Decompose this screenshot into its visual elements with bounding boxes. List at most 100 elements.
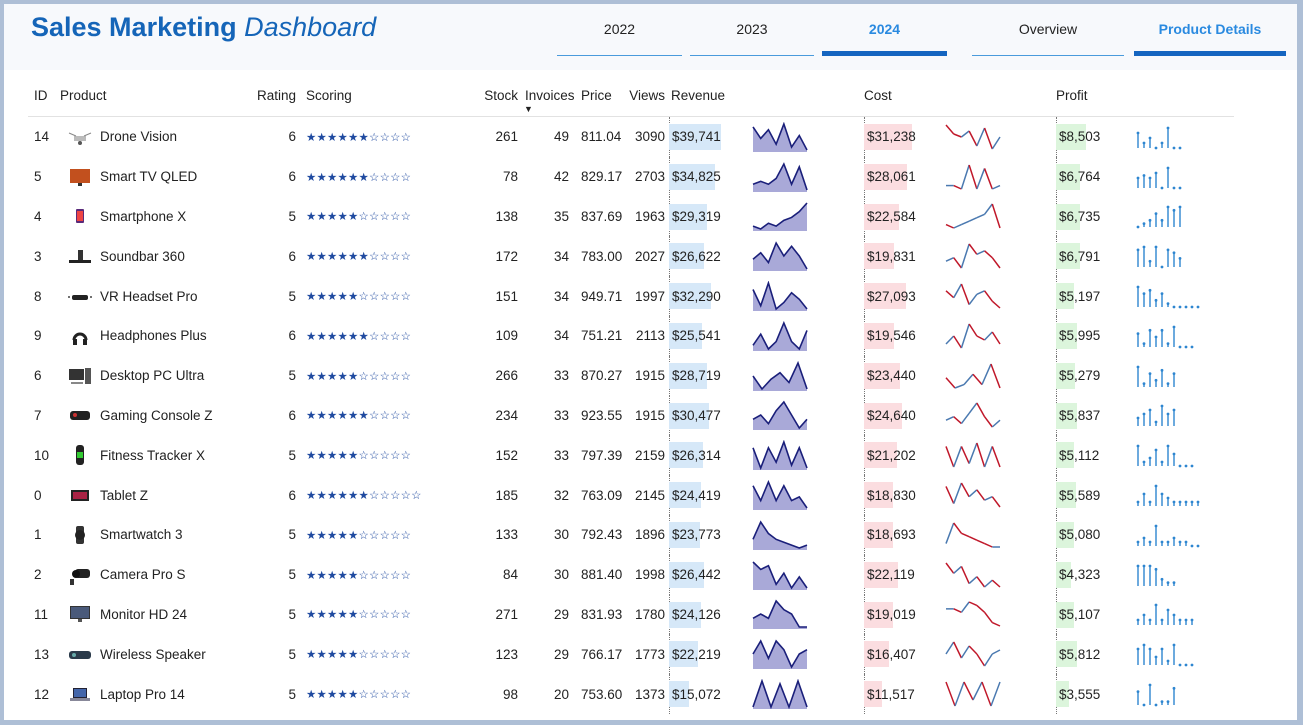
star-rating-icon: ★★★★★☆☆☆☆☆ bbox=[306, 689, 412, 702]
profit-dot bbox=[1154, 448, 1158, 452]
cell-views: 1915 bbox=[634, 368, 665, 384]
column-header-views[interactable]: Views bbox=[623, 74, 669, 117]
column-header-invoices[interactable]: Invoices ▼ bbox=[522, 74, 577, 117]
revenue-area bbox=[753, 402, 807, 431]
cost-segment bbox=[960, 602, 970, 614]
profit-dot bbox=[1166, 580, 1170, 584]
cost-segment bbox=[953, 257, 963, 269]
table-row[interactable]: 2 Camera Pro S 5 ★★★★★☆☆☆☆☆ 84 30 881.40… bbox=[28, 554, 1234, 595]
profit-dot bbox=[1136, 417, 1140, 420]
column-header-product[interactable]: Product bbox=[60, 74, 240, 117]
revenue-value: $26,442 bbox=[672, 567, 721, 583]
column-header-revenue[interactable]: Revenue bbox=[669, 74, 864, 117]
profit-dot bbox=[1160, 219, 1164, 223]
table-row[interactable]: 4 Smartphone X 5 ★★★★★☆☆☆☆☆ 138 35 837.6… bbox=[28, 196, 1234, 237]
column-header-profit[interactable]: Profit bbox=[1056, 74, 1234, 117]
table-row[interactable]: 7 Gaming Console Z 6 ★★★★★★☆☆☆☆ 234 33 9… bbox=[28, 395, 1234, 436]
profit-dot bbox=[1178, 500, 1182, 504]
revenue-area bbox=[753, 163, 807, 192]
cost-segment bbox=[968, 130, 978, 147]
profit-dot bbox=[1166, 444, 1170, 448]
cost-segment bbox=[968, 403, 978, 415]
cost-bar bbox=[864, 243, 895, 270]
column-header-stock[interactable]: Stock bbox=[430, 74, 522, 117]
tab-overview[interactable]: Overview bbox=[972, 4, 1124, 56]
table-row[interactable]: 11 Monitor HD 24 5 ★★★★★☆☆☆☆☆ 271 29 831… bbox=[28, 594, 1234, 635]
profit-dot bbox=[1154, 299, 1158, 302]
table-row[interactable]: 0 Tablet Z 6 ★★★★★★☆☆☆☆☆ 185 32 763.09 2… bbox=[28, 475, 1234, 515]
tab-year-2023[interactable]: 2023 bbox=[690, 4, 814, 56]
profit-value: $5,589 bbox=[1059, 487, 1101, 503]
revenue-area bbox=[753, 641, 807, 670]
column-header-rating[interactable]: Rating bbox=[240, 74, 300, 117]
cell-price: 881.40 bbox=[581, 567, 623, 583]
profit-dot bbox=[1172, 146, 1176, 150]
cell-revenue: $32,290 bbox=[669, 276, 749, 316]
table-row[interactable]: 13 Wireless Speaker 5 ★★★★★☆☆☆☆☆ 123 29 … bbox=[28, 634, 1234, 675]
profit-bar bbox=[1056, 243, 1080, 270]
tab-product-details[interactable]: Product Details bbox=[1134, 4, 1286, 56]
profit-dot bbox=[1154, 567, 1158, 571]
table-row[interactable]: 10 Fitness Tracker X 5 ★★★★★☆☆☆☆☆ 152 33… bbox=[28, 435, 1234, 476]
column-header-price[interactable]: Price bbox=[577, 74, 623, 117]
profit-sparkline bbox=[1136, 206, 1182, 229]
cell-cost-trend bbox=[944, 316, 1056, 356]
profit-dot bbox=[1148, 500, 1152, 504]
revenue-sparkline bbox=[752, 320, 808, 351]
cell-cost-trend bbox=[944, 475, 1056, 515]
cell-id: 0 bbox=[34, 487, 42, 503]
cell-price: 831.93 bbox=[581, 606, 623, 622]
table-row[interactable]: 5 Smart TV QLED 6 ★★★★★★☆☆☆☆ 78 42 829.1… bbox=[28, 156, 1234, 197]
table-row[interactable]: 6 Desktop PC Ultra 5 ★★★★★☆☆☆☆☆ 266 33 8… bbox=[28, 355, 1234, 396]
table-row[interactable]: 14 Drone Vision 6 ★★★★★★☆☆☆☆ 261 49 811.… bbox=[28, 117, 1234, 157]
cell-product-name: Monitor HD 24 bbox=[100, 606, 188, 622]
table-row[interactable]: 3 Soundbar 360 6 ★★★★★★☆☆☆☆ 172 34 783.0… bbox=[28, 236, 1234, 277]
cell-revenue: $24,126 bbox=[669, 594, 749, 635]
table-row[interactable]: 8 VR Headset Pro 5 ★★★★★☆☆☆☆☆ 151 34 949… bbox=[28, 276, 1234, 316]
cost-value: $18,830 bbox=[867, 487, 916, 503]
profit-dot bbox=[1166, 342, 1170, 345]
table-row[interactable]: 12 Laptop Pro 14 5 ★★★★★☆☆☆☆☆ 98 20 753.… bbox=[28, 674, 1234, 714]
tv-icon bbox=[60, 165, 100, 189]
cell-revenue-trend bbox=[749, 396, 864, 436]
profit-dot bbox=[1142, 460, 1146, 464]
profit-dot bbox=[1190, 464, 1194, 468]
cell-stock: 151 bbox=[495, 288, 518, 304]
cell-id: 1 bbox=[34, 527, 42, 543]
profit-dot bbox=[1160, 292, 1164, 296]
cost-segment bbox=[954, 681, 965, 707]
table-header: ID Product Rating Scoring Stock Invoices… bbox=[28, 74, 1234, 117]
profit-dot bbox=[1160, 405, 1164, 408]
table-row[interactable]: 1 Smartwatch 3 5 ★★★★★☆☆☆☆☆ 133 30 792.4… bbox=[28, 514, 1234, 555]
tab-year-2022[interactable]: 2022 bbox=[557, 4, 682, 56]
cell-cost: $24,640 bbox=[864, 395, 944, 436]
cost-segment bbox=[945, 224, 955, 230]
profit-sparkline bbox=[1136, 524, 1200, 548]
cell-revenue: $25,541 bbox=[669, 315, 749, 356]
desktop-icon bbox=[60, 364, 100, 388]
column-header-cost[interactable]: Cost bbox=[864, 74, 1056, 117]
cost-segment bbox=[968, 645, 978, 655]
cell-profit-trend bbox=[1134, 674, 1234, 714]
cell-stock: 138 bbox=[495, 208, 518, 224]
table-row[interactable]: 9 Headphones Plus 6 ★★★★★★☆☆☆☆ 109 34 75… bbox=[28, 315, 1234, 356]
profit-dot bbox=[1166, 126, 1170, 130]
cost-segment bbox=[960, 244, 970, 269]
revenue-line bbox=[752, 440, 808, 471]
cost-segment bbox=[991, 622, 1001, 628]
cost-segment bbox=[945, 124, 955, 135]
cell-views: 1780 bbox=[634, 606, 665, 622]
profit-dot bbox=[1172, 305, 1176, 309]
cost-value: $22,119 bbox=[867, 567, 915, 583]
column-header-id[interactable]: ID bbox=[28, 74, 60, 117]
profit-value: $5,112 bbox=[1059, 447, 1100, 463]
star-rating-icon: ★★★★★★☆☆☆☆ bbox=[306, 330, 412, 343]
cell-id: 3 bbox=[34, 248, 42, 264]
cost-segment bbox=[984, 331, 993, 341]
profit-dot bbox=[1178, 663, 1182, 667]
cost-segment bbox=[945, 641, 955, 655]
tab-year-2024[interactable]: 2024 bbox=[822, 4, 947, 56]
column-header-scoring[interactable]: Scoring bbox=[300, 74, 430, 117]
cost-sparkline bbox=[945, 403, 1001, 429]
profit-sparkline bbox=[1136, 325, 1194, 349]
